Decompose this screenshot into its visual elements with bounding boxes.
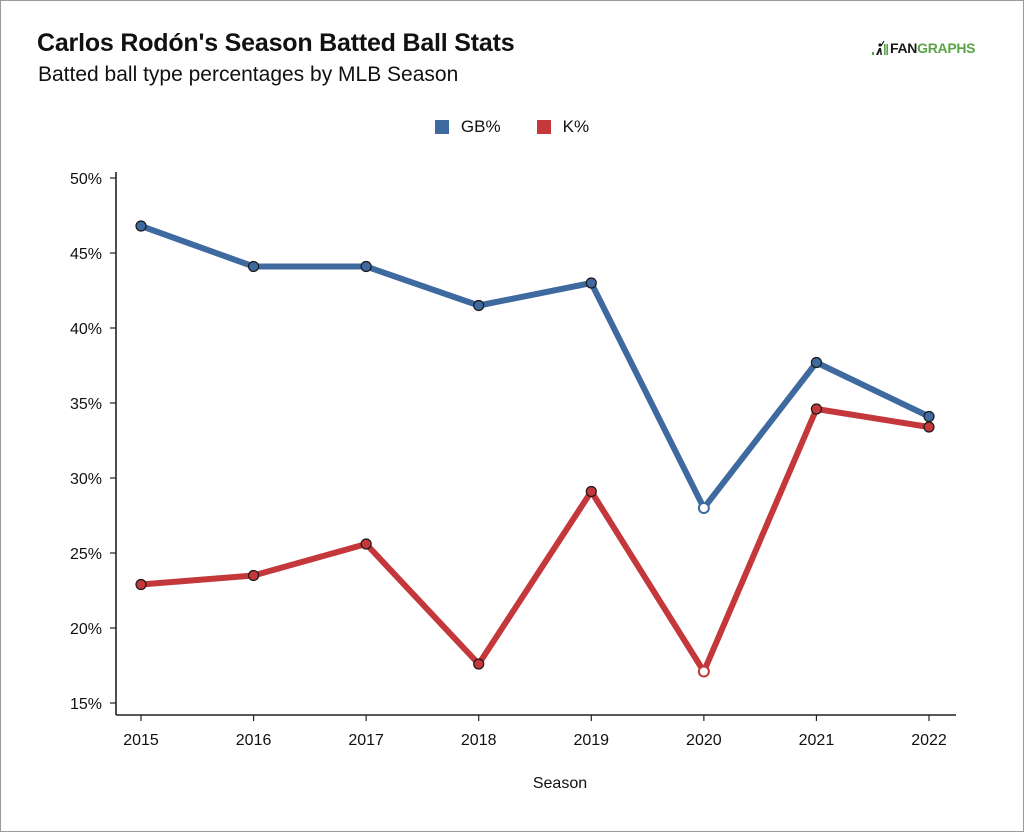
x-tick-label: 2016 xyxy=(236,732,272,749)
y-tick-label: 20% xyxy=(70,621,102,638)
logo-text-graphs: GRAPHS xyxy=(917,40,976,56)
legend-label-k: K% xyxy=(562,117,590,136)
data-point-gb xyxy=(697,502,710,514)
logo-text-fan: FAN xyxy=(890,40,918,56)
y-tick-label: 40% xyxy=(70,321,102,338)
y-tick-label: 25% xyxy=(70,546,102,563)
legend-label-gb: GB% xyxy=(460,117,501,136)
data-point-gb xyxy=(360,260,372,273)
y-tick-label: 15% xyxy=(70,696,102,713)
chart-subtitle: Batted ball type percentages by MLB Seas… xyxy=(38,63,459,86)
y-tick-label: 35% xyxy=(70,396,102,413)
x-tick-label: 2020 xyxy=(686,732,722,749)
x-tick-label: 2015 xyxy=(123,732,159,749)
data-point-k xyxy=(360,538,372,550)
series-line-gb xyxy=(138,223,932,511)
data-point-gb xyxy=(473,299,485,312)
data-point-k xyxy=(923,421,935,433)
legend-swatch-gb xyxy=(434,120,449,134)
chart-title: Carlos Rodón's Season Batted Ball Stats xyxy=(37,29,515,57)
batter-icon xyxy=(872,40,888,55)
fangraphs-logo: FAN GRAPHS xyxy=(872,38,976,58)
y-tick-label: 45% xyxy=(70,246,102,263)
chart-legend: GB% K% xyxy=(0,117,1024,137)
data-point-k xyxy=(247,569,260,582)
x-axis-title: Season xyxy=(533,775,587,792)
x-tick-label: 2017 xyxy=(348,732,384,749)
x-tick-label: 2022 xyxy=(911,732,947,749)
x-tick-label: 2019 xyxy=(573,732,609,749)
data-point-k xyxy=(697,665,710,678)
axes: 15% 20% 25% 30% 35% 40% 45% 50% 2015 2016 2017 2018… xyxy=(70,171,956,749)
data-point-k xyxy=(473,658,485,670)
series-layer xyxy=(135,220,935,678)
data-point-gb xyxy=(135,220,147,232)
data-point-k xyxy=(585,485,597,498)
y-tick-label: 30% xyxy=(70,471,102,488)
data-point-gb xyxy=(585,277,597,289)
series-k xyxy=(135,403,935,678)
x-tick-label: 2018 xyxy=(461,732,497,749)
y-tick-label: 50% xyxy=(70,171,102,188)
x-tick-label: 2021 xyxy=(799,732,835,749)
legend-swatch-k xyxy=(536,120,551,134)
legend-item-k: K% xyxy=(536,117,590,137)
data-point-k xyxy=(135,578,147,591)
data-point-gb xyxy=(923,410,935,423)
data-point-gb xyxy=(247,260,260,273)
data-point-gb xyxy=(810,356,823,369)
series-gb xyxy=(135,220,935,514)
data-point-k xyxy=(810,403,823,415)
legend-item-gb: GB% xyxy=(434,117,501,137)
series-line-k xyxy=(138,406,932,675)
